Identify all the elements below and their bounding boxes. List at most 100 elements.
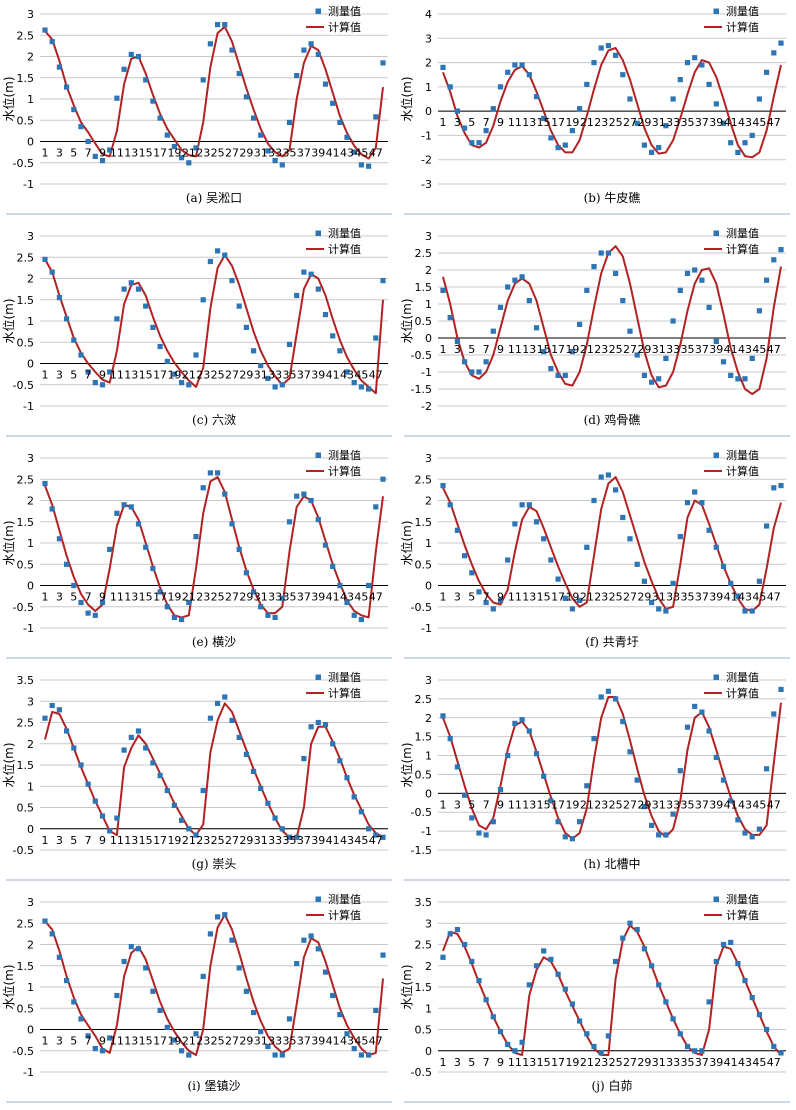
measured-point <box>728 372 734 378</box>
measured-point <box>706 527 712 533</box>
x-tick-label: 15 <box>537 343 551 356</box>
measured-point <box>344 599 350 606</box>
y-tick-label: 1 <box>425 1002 432 1015</box>
y-axis-label: 水位(m) <box>399 298 414 343</box>
x-tick-label: 27 <box>225 591 239 604</box>
measured-point <box>440 483 446 489</box>
measured-point <box>243 94 249 100</box>
x-tick-label: 11 <box>110 1035 124 1048</box>
x-tick-label: 13 <box>522 798 536 811</box>
measured-point <box>742 978 748 984</box>
x-tick-label: 29 <box>637 343 651 356</box>
measured-point <box>308 933 314 939</box>
x-tick-label: 5 <box>70 1035 77 1048</box>
x-tick-label: 25 <box>211 147 225 160</box>
measured-point <box>771 1043 777 1050</box>
measured-point <box>157 343 163 350</box>
measured-point <box>143 544 149 550</box>
measured-point <box>272 158 278 164</box>
y-tick-label: -0.5 <box>13 157 34 170</box>
measured-point <box>78 352 84 358</box>
x-tick-label: 23 <box>594 116 608 129</box>
x-tick-label: 47 <box>369 147 383 160</box>
y-tick-label: 0.5 <box>17 1002 35 1015</box>
measured-point <box>56 64 62 70</box>
measured-point <box>179 616 185 623</box>
measured-point <box>85 610 91 616</box>
measured-point <box>684 1043 691 1050</box>
measured-point <box>64 316 70 322</box>
x-tick-label: 1 <box>42 1035 49 1048</box>
y-tick-label: 3.5 <box>415 896 433 909</box>
x-tick-label: 7 <box>483 591 490 604</box>
measured-point <box>526 298 532 304</box>
computed-series-line <box>44 254 384 395</box>
x-tick-label: 37 <box>297 834 311 847</box>
measured-point <box>778 247 784 253</box>
x-tick-label: 31 <box>652 798 666 811</box>
measured-point <box>613 270 619 276</box>
x-tick-label: 21 <box>580 343 594 356</box>
y-tick-label: 1 <box>27 981 34 994</box>
measured-point <box>49 702 55 709</box>
x-tick-label: 15 <box>537 591 551 604</box>
measured-point <box>778 686 784 692</box>
measured-point <box>533 519 540 525</box>
measured-point <box>605 472 611 478</box>
measured-point <box>591 60 597 66</box>
measured-point <box>92 153 98 159</box>
y-tick-label: 2.5 <box>415 693 433 706</box>
x-tick-label: 37 <box>695 1056 709 1069</box>
x-tick-label: 5 <box>468 343 475 356</box>
x-tick-label: 25 <box>211 1035 225 1048</box>
x-tick-label: 47 <box>369 1035 383 1048</box>
x-tick-label: 17 <box>153 834 167 847</box>
legend-measured-label: 测量值 <box>726 671 759 684</box>
measured-point <box>164 358 170 364</box>
panel-caption: (b) 牛皮礁 <box>584 190 641 205</box>
measured-point <box>598 250 604 256</box>
x-tick-label: 43 <box>738 116 752 129</box>
measured-point <box>301 269 307 275</box>
measured-point <box>286 519 293 525</box>
x-tick-label: 7 <box>483 798 490 811</box>
measured-point <box>121 958 127 965</box>
x-tick-label: 13 <box>522 591 536 604</box>
measured-point <box>143 303 149 309</box>
measured-point <box>699 277 705 283</box>
measured-point <box>150 324 156 330</box>
measured-point <box>64 561 70 567</box>
measured-point <box>440 954 446 960</box>
x-tick-label: 13 <box>522 1056 536 1069</box>
measured-point <box>670 1016 676 1022</box>
measured-point <box>373 832 379 838</box>
y-tick-label: 1.5 <box>415 731 433 744</box>
measured-point <box>749 608 755 614</box>
x-tick-label: 27 <box>623 798 637 811</box>
x-tick-label: 13 <box>522 343 536 356</box>
measured-point <box>135 946 142 952</box>
measured-point <box>706 81 712 87</box>
measured-point <box>315 286 321 292</box>
x-tick-label: 35 <box>681 798 695 811</box>
measured-point <box>533 325 540 331</box>
y-tick-label: 2.5 <box>17 917 35 930</box>
measured-point <box>591 736 597 742</box>
x-tick-label: 9 <box>99 591 106 604</box>
measured-point <box>519 1039 525 1045</box>
x-tick-label: 1 <box>440 1056 447 1069</box>
x-tick-label: 45 <box>354 834 368 847</box>
x-tick-label: 3 <box>56 369 63 382</box>
measured-point <box>454 108 460 114</box>
measured-point <box>150 988 156 994</box>
y-tick-label: 0.5 <box>415 558 433 571</box>
measured-point <box>483 359 489 365</box>
x-tick-label: 7 <box>85 834 92 847</box>
measured-point <box>373 1007 379 1013</box>
measured-point <box>677 287 683 293</box>
chart-panel: 32.521.510.50-0.5-1-1.5水位(m)1 3 5 7 9 11 13 15 1… <box>399 671 790 881</box>
y-tick-label: 3 <box>425 674 432 687</box>
measured-point <box>591 497 597 504</box>
x-tick-label: 25 <box>211 834 225 847</box>
